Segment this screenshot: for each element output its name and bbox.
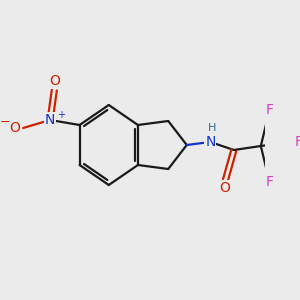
Text: +: +	[57, 110, 65, 120]
Text: F: F	[295, 135, 300, 149]
Text: N: N	[205, 135, 215, 149]
Text: O: O	[49, 74, 60, 88]
Text: −: −	[0, 116, 10, 128]
Text: O: O	[9, 121, 20, 135]
Text: N: N	[45, 113, 55, 127]
Text: O: O	[219, 181, 230, 195]
Text: F: F	[265, 175, 273, 189]
Text: F: F	[265, 103, 273, 117]
Text: H: H	[208, 123, 216, 133]
